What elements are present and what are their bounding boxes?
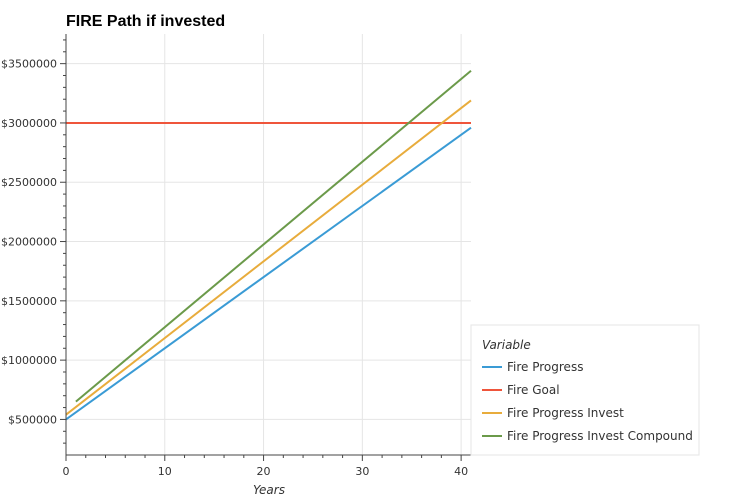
legend-label-3: Fire Progress Invest Compound	[507, 429, 693, 443]
series-lines	[65, 69, 472, 421]
x-axis-label: Years	[253, 483, 285, 497]
y-tick-label: $3500000	[1, 58, 57, 71]
y-tick-label: $2500000	[1, 176, 57, 189]
series-line-3	[75, 69, 472, 403]
x-tick-label: 0	[63, 465, 70, 478]
legend-label-0: Fire Progress	[507, 360, 583, 374]
x-tick-label: 20	[257, 465, 271, 478]
x-tick-label: 10	[158, 465, 172, 478]
legend-box	[470, 324, 700, 456]
legend: Variable Fire Progress Fire Goal Fire Prog…	[470, 324, 700, 456]
grid	[65, 34, 471, 455]
x-tick-label: 30	[355, 465, 369, 478]
y-tick-label: $2000000	[1, 236, 57, 249]
legend-label-1: Fire Goal	[507, 383, 560, 397]
y-tick-label: $3000000	[1, 117, 57, 130]
y-tick-label: $1000000	[1, 354, 57, 367]
legend-title: Variable	[482, 338, 531, 352]
series-line-2	[65, 99, 472, 416]
y-tick-label: $500000	[8, 413, 57, 426]
axes: $500000 $1000000 $1500000 $2000000 $2500000 $…	[1, 34, 471, 478]
x-tick-label: 40	[454, 465, 468, 478]
legend-label-2: Fire Progress Invest	[507, 406, 624, 420]
series-line-0	[65, 126, 472, 421]
chart-title: FIRE Path if invested	[66, 13, 225, 30]
y-tick-label: $1500000	[1, 295, 57, 308]
